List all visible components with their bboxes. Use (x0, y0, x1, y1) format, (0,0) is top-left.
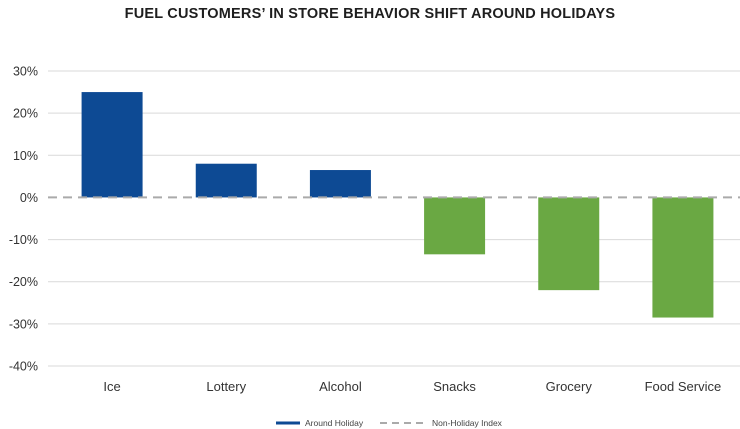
y-tick-label: 30% (13, 65, 38, 79)
x-tick-label: Alcohol (319, 379, 362, 394)
x-tick-label: Grocery (546, 379, 593, 394)
bar-ice (81, 92, 143, 198)
y-tick-label: 20% (13, 107, 38, 121)
y-tick-label: -30% (9, 317, 38, 331)
y-tick-label: -40% (9, 360, 38, 374)
legend-label-around-holiday: Around Holiday (305, 418, 364, 428)
bar-food-service (652, 197, 714, 318)
x-tick-label: Food Service (645, 379, 722, 394)
bars (81, 92, 714, 318)
bar-grocery (538, 197, 600, 291)
y-tick-label: -20% (9, 275, 38, 289)
bar-lottery (195, 163, 257, 198)
legend-label-non-holiday-index: Non-Holiday Index (432, 418, 503, 428)
chart-title: FUEL CUSTOMERS’ IN STORE BEHAVIOR SHIFT … (124, 6, 616, 22)
y-axis-tick-labels: 30% 20% 10% 0% -10% -20% -30% -40% (9, 65, 38, 374)
gridlines (48, 70, 740, 367)
y-tick-label: -10% (9, 233, 38, 247)
bar-alcohol (309, 170, 371, 198)
x-tick-label: Ice (103, 379, 120, 394)
x-tick-label: Snacks (433, 379, 476, 394)
bar-snacks (424, 197, 486, 255)
legend: Around Holiday Non-Holiday Index (276, 418, 503, 428)
x-axis-category-labels: Ice Lottery Alcohol Snacks Grocery Food Servi… (103, 379, 721, 394)
legend-swatch-around-holiday (276, 421, 300, 425)
y-tick-label: 10% (13, 149, 38, 163)
x-tick-label: Lottery (206, 379, 246, 394)
y-tick-label: 0% (20, 191, 38, 205)
